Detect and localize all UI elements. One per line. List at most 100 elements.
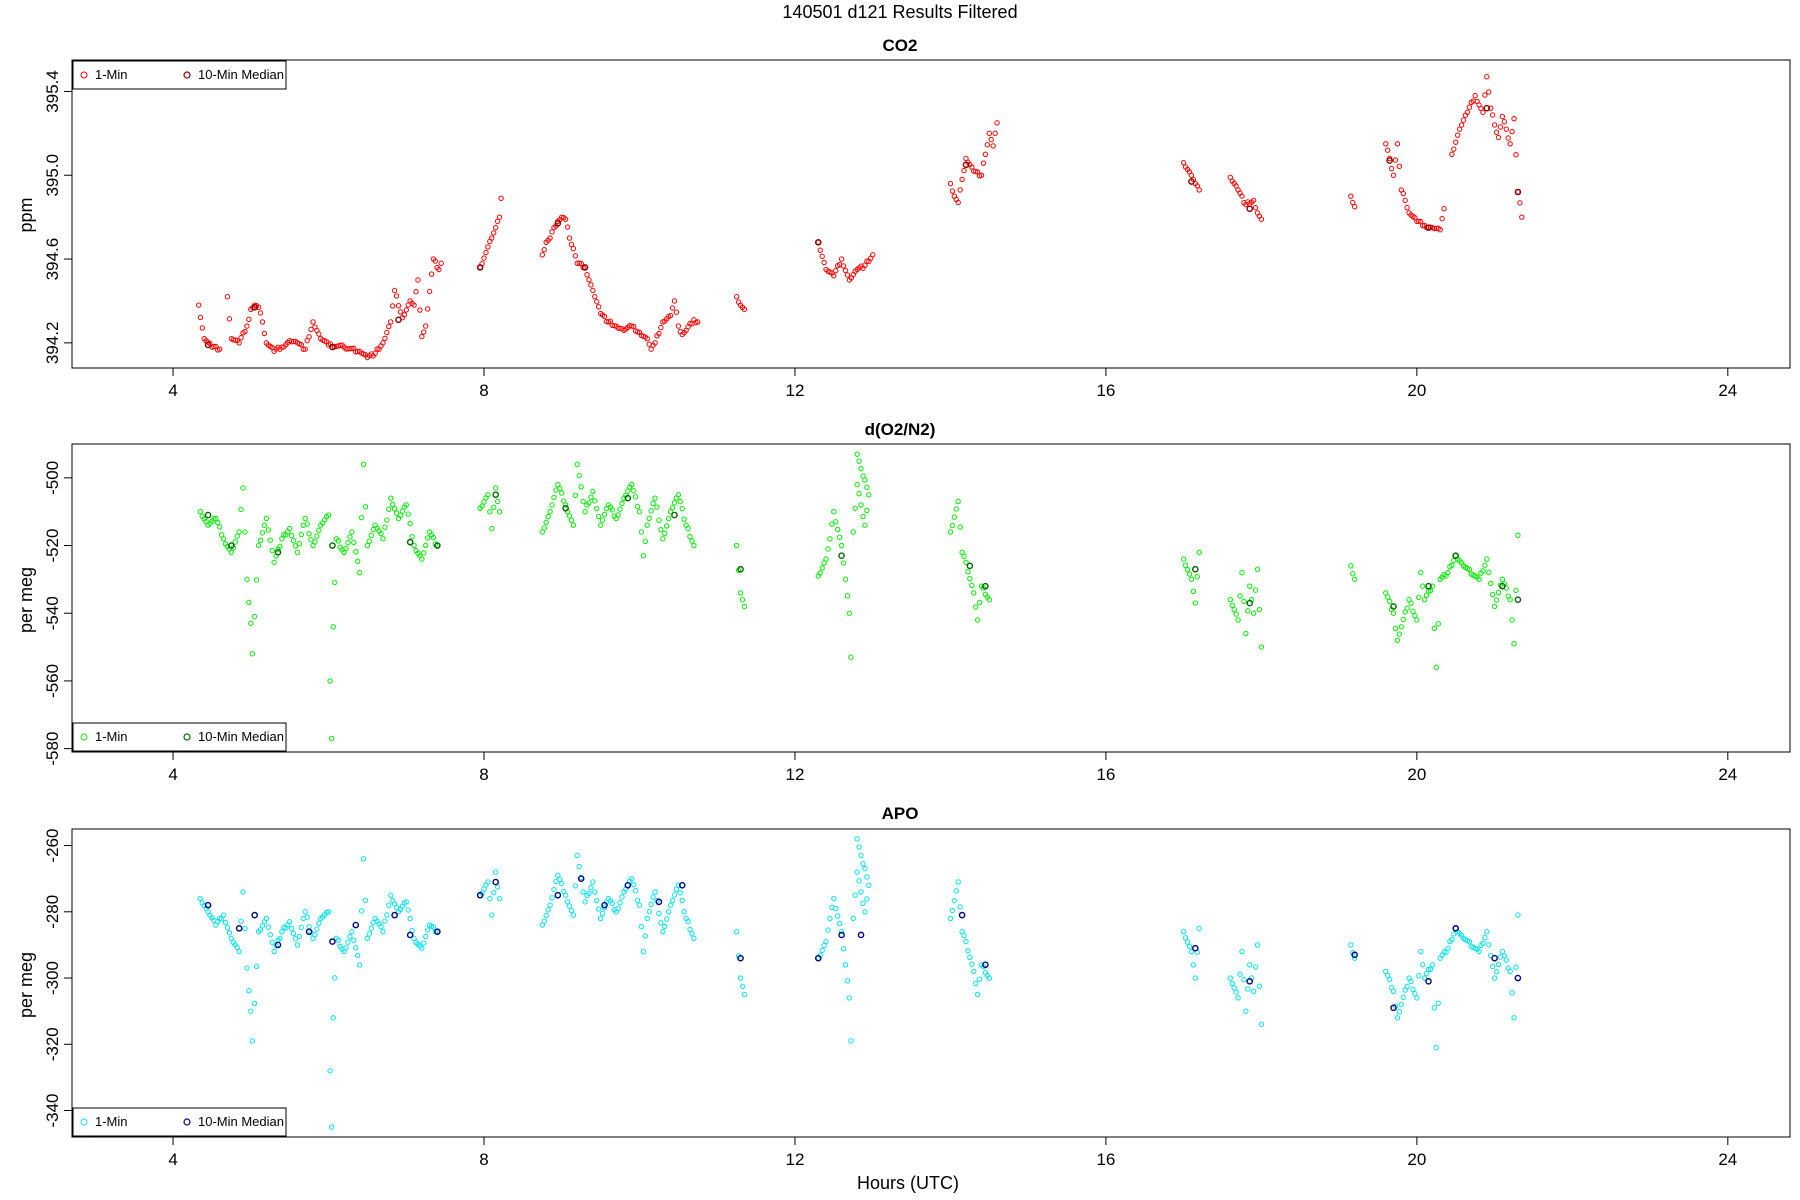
o2n2-1min-point — [303, 516, 307, 520]
o2n2-1min-point — [1246, 609, 1250, 613]
co2-1min-point — [317, 332, 321, 336]
apo-1min-point — [367, 932, 371, 936]
apo-1min-point — [664, 917, 668, 921]
co2-y-tick-label: 394.2 — [43, 322, 62, 365]
o2n2-1min-point — [241, 486, 245, 490]
co2-1min-point — [394, 294, 398, 298]
o2n2-1min-point — [352, 540, 356, 544]
o2n2-1min-point — [575, 462, 579, 466]
co2-median-point — [396, 317, 401, 322]
apo-1min-point — [645, 916, 649, 920]
o2n2-1min-point — [297, 541, 301, 545]
apo-x-tick-label: 12 — [785, 1150, 804, 1169]
o2n2-1min-point — [1244, 631, 1248, 635]
co2-1min-point — [396, 304, 400, 308]
apo-median-point — [1426, 979, 1431, 984]
o2n2-1min-point — [1349, 564, 1353, 568]
o2n2-1min-point — [1351, 572, 1355, 576]
apo-1min-point — [1420, 963, 1424, 967]
co2-1min-point — [845, 273, 849, 277]
o2n2-1min-point — [1257, 607, 1261, 611]
o2n2-1min-point — [828, 537, 832, 541]
apo-1min-point — [948, 916, 952, 920]
co2-1min-point — [1461, 118, 1465, 122]
o2n2-1min-point — [950, 523, 954, 527]
o2n2-1min-point — [295, 550, 299, 554]
apo-1min-point — [1492, 976, 1496, 980]
apo-1min-point — [561, 889, 565, 893]
apo-1min-point — [1490, 964, 1494, 968]
apo-1min-point — [643, 934, 647, 938]
apo-1min-point — [297, 934, 301, 938]
co2-1min-point — [416, 278, 420, 282]
co2-1min-point — [1467, 105, 1471, 109]
apo-1min-point — [425, 928, 429, 932]
apo-1min-point — [575, 853, 579, 857]
apo-1min-point — [859, 853, 863, 857]
o2n2-1min-point — [307, 532, 311, 536]
apo-1min-point — [1500, 949, 1504, 953]
o2n2-1min-point — [1397, 632, 1401, 636]
apo-y-tick-label: -300 — [43, 961, 62, 995]
apo-1min-point — [355, 953, 359, 957]
apo-1min-point — [843, 963, 847, 967]
apo-1min-point — [1389, 985, 1393, 989]
o2n2-1min-point — [867, 493, 871, 497]
o2n2-1min-point — [1197, 550, 1201, 554]
o2n2-1min-point — [361, 462, 365, 466]
o2n2-1min-point — [839, 543, 843, 547]
co2-1min-point — [418, 308, 422, 312]
co2-1min-point — [404, 308, 408, 312]
apo-1min-point — [1483, 936, 1487, 940]
o2n2-1min-point — [383, 525, 387, 529]
apo-1min-point — [836, 914, 840, 918]
o2n2-1min-point — [218, 525, 222, 529]
apo-1min-point — [742, 992, 746, 996]
apo-1min-point — [492, 890, 496, 894]
apo-1min-point — [307, 925, 311, 929]
apo-1min-point — [1228, 976, 1232, 980]
o2n2-1min-point — [593, 499, 597, 503]
apo-1min-point — [674, 887, 678, 891]
o2n2-1min-point — [425, 536, 429, 540]
co2-1min-point — [948, 181, 952, 185]
apo-1min-point — [962, 933, 966, 937]
apo-1min-point — [631, 882, 635, 886]
apo-1min-point — [225, 925, 229, 929]
apo-1min-point — [635, 898, 639, 902]
o2n2-1min-point — [235, 534, 239, 538]
apo-1min-point — [243, 926, 247, 930]
o2n2-1min-point — [422, 551, 426, 555]
apo-1min-point — [591, 880, 595, 884]
o2n2-1min-point — [581, 499, 585, 503]
o2n2-1min-point — [956, 499, 960, 503]
o2n2-median-point — [205, 512, 210, 517]
o2n2-1min-point — [653, 496, 657, 500]
o2n2-1min-point — [571, 523, 575, 527]
apo-1min-point — [272, 949, 276, 953]
co2-1min-point — [820, 254, 824, 258]
o2n2-1min-point — [1436, 622, 1440, 626]
apo-y-axis-label: per meg — [16, 952, 36, 1018]
o2n2-1min-point — [865, 508, 869, 512]
o2n2-1min-point — [247, 600, 251, 604]
apo-1min-point — [855, 870, 859, 874]
apo-1min-point — [241, 890, 245, 894]
o2n2-1min-point — [1405, 606, 1409, 610]
apo-1min-point — [1236, 996, 1240, 1000]
co2-1min-point — [587, 278, 591, 282]
apo-1min-point — [348, 934, 352, 938]
co2-1min-point — [834, 268, 838, 272]
o2n2-1min-point — [1434, 665, 1438, 669]
co2-1min-point — [985, 143, 989, 147]
o2n2-1min-point — [579, 485, 583, 489]
apo-1min-point — [647, 909, 651, 913]
co2-1min-point — [1492, 123, 1496, 127]
o2n2-1min-point — [369, 533, 373, 537]
apo-1min-point — [245, 966, 249, 970]
o2n2-1min-point — [1181, 557, 1185, 561]
o2n2-1min-point — [663, 531, 667, 535]
co2-1min-point — [1496, 135, 1500, 139]
apo-1min-point — [223, 920, 227, 924]
o2n2-1min-point — [647, 516, 651, 520]
